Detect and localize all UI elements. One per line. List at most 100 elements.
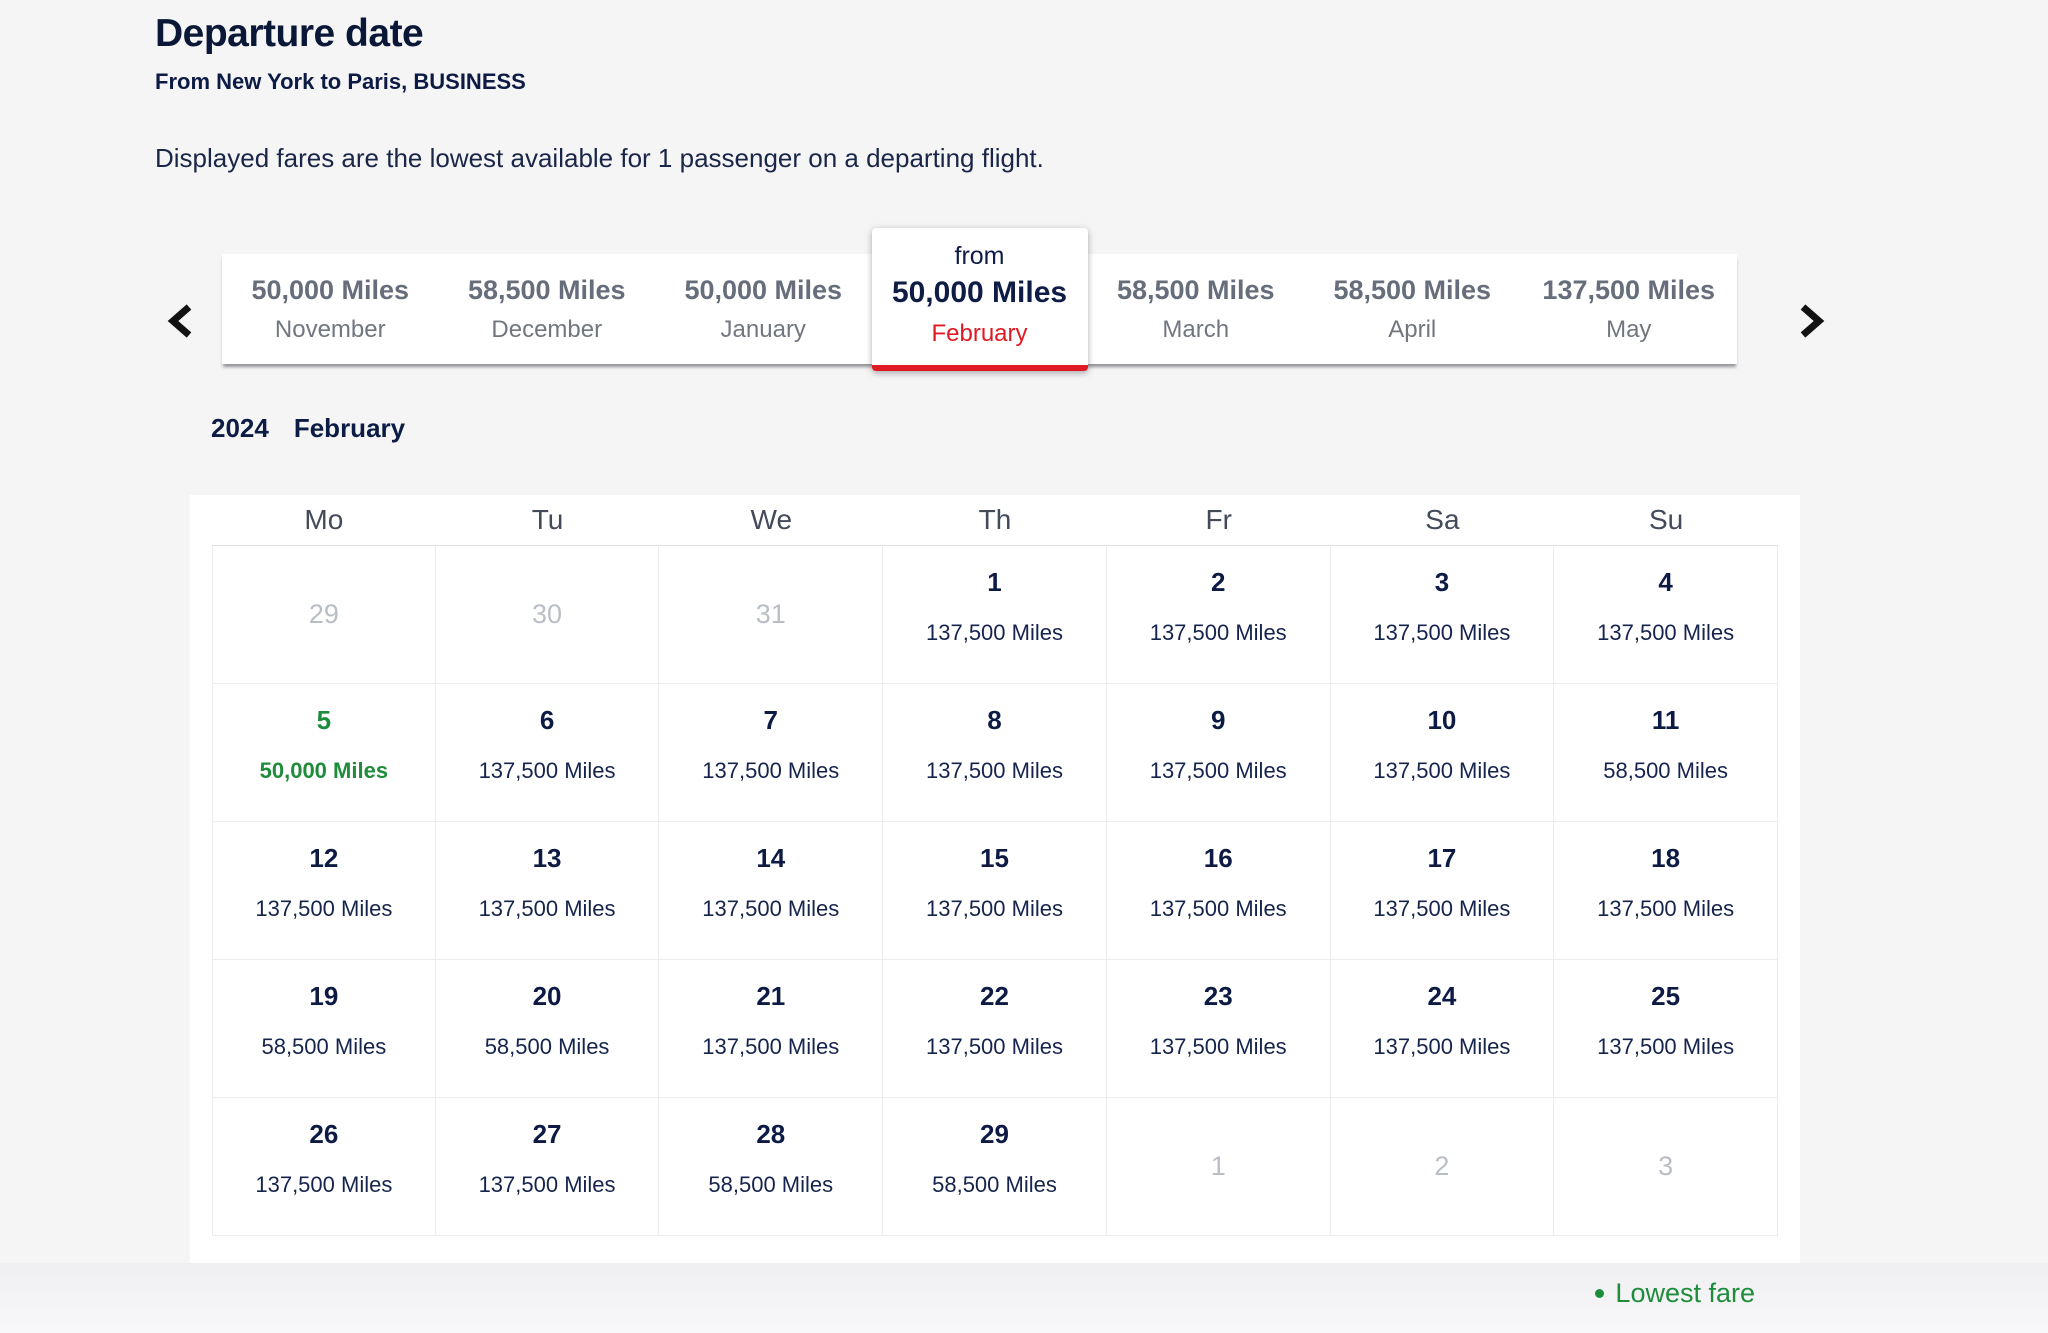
- day-cell[interactable]: 26 137,500 Miles: [212, 1098, 436, 1236]
- prev-month-button[interactable]: [156, 293, 204, 349]
- day-cell[interactable]: 23 137,500 Miles: [1106, 960, 1331, 1098]
- day-cell[interactable]: 4 137,500 Miles: [1554, 546, 1778, 684]
- day-number: 10: [1427, 705, 1457, 735]
- day-number: 19: [309, 981, 339, 1011]
- day-fare-label: 137,500 Miles: [702, 896, 840, 921]
- day-cell: 29: [212, 546, 436, 684]
- day-fare-label: 137,500 Miles: [702, 1034, 840, 1059]
- day-number: 21: [756, 981, 786, 1011]
- day-number: 8: [987, 705, 1002, 735]
- month-tab-april[interactable]: 58,500 Miles April: [1304, 254, 1521, 364]
- month-tab-december[interactable]: 58,500 Miles December: [439, 254, 656, 364]
- day-cell[interactable]: 29 58,500 Miles: [883, 1098, 1107, 1236]
- day-cell[interactable]: 24 137,500 Miles: [1330, 960, 1555, 1098]
- day-cell[interactable]: 14 137,500 Miles: [659, 822, 884, 960]
- month-fare-line: 137,500 Miles: [1542, 275, 1715, 306]
- day-number: 2: [1210, 567, 1226, 597]
- day-cell[interactable]: 25 137,500 Miles: [1554, 960, 1778, 1098]
- day-cell[interactable]: 28 58,500 Miles: [659, 1098, 884, 1236]
- day-number: 22: [980, 981, 1009, 1011]
- month-name: April: [1388, 315, 1437, 343]
- day-cell[interactable]: 19 58,500 Miles: [212, 960, 436, 1098]
- month-tab-january[interactable]: 50,000 Miles January: [655, 254, 872, 364]
- day-number: 13: [532, 843, 562, 873]
- lowest-fare-dot-icon: [1595, 1289, 1605, 1298]
- month-price: 58,500 Miles: [1333, 274, 1492, 305]
- day-cell[interactable]: 5 50,000 Miles: [212, 684, 436, 822]
- day-number: 26: [309, 1119, 339, 1149]
- day-cell[interactable]: 15 137,500 Miles: [883, 822, 1107, 960]
- day-cell: 30: [435, 546, 660, 684]
- day-number: 4: [1658, 567, 1673, 597]
- month-name: December: [491, 315, 603, 343]
- day-number: 27: [532, 1119, 562, 1149]
- day-cell[interactable]: 27 137,500 Miles: [435, 1098, 660, 1236]
- day-cell[interactable]: 21 137,500 Miles: [659, 960, 884, 1098]
- day-number: 29: [980, 1119, 1009, 1149]
- weekday-header: We: [750, 504, 793, 535]
- day-number: 17: [1427, 843, 1457, 873]
- chevron-right-icon: [1798, 304, 1826, 338]
- day-number: 28: [756, 1119, 786, 1149]
- day-cell[interactable]: 17 137,500 Miles: [1330, 822, 1555, 960]
- day-fare-label: 137,500 Miles: [1149, 1034, 1287, 1059]
- day-number: 31: [755, 599, 786, 629]
- day-fare-label: 58,500 Miles: [1603, 758, 1728, 783]
- day-fare-label: 137,500 Miles: [1597, 1034, 1735, 1059]
- next-month-button[interactable]: [1788, 293, 1836, 349]
- day-fare-label: 137,500 Miles: [1373, 620, 1511, 645]
- day-cell[interactable]: 11 58,500 Miles: [1554, 684, 1778, 822]
- day-fare-label: 58,500 Miles: [932, 1172, 1057, 1197]
- month-price: 58,500 Miles: [1116, 274, 1275, 305]
- day-number: 29: [308, 599, 339, 629]
- weekday-header-row: Mo Tu We Th Fr Sa Su: [212, 495, 1778, 545]
- day-cell[interactable]: 10 137,500 Miles: [1330, 684, 1555, 822]
- page-title: Departure date: [155, 12, 424, 55]
- month-name: May: [1606, 315, 1652, 343]
- day-cell[interactable]: 2 137,500 Miles: [1106, 546, 1331, 684]
- day-fare-label: 137,500 Miles: [1597, 896, 1735, 921]
- calendar-grid: 29 30 31 1 137,500 Miles 2 137,500 Miles…: [212, 545, 1778, 1236]
- day-cell[interactable]: 16 137,500 Miles: [1106, 822, 1331, 960]
- fare-disclaimer: Displayed fares are the lowest available…: [155, 143, 1044, 173]
- month-name: February: [931, 319, 1028, 347]
- day-cell[interactable]: 6 137,500 Miles: [435, 684, 660, 822]
- month-tab-march[interactable]: 58,500 Miles March: [1088, 254, 1305, 364]
- day-fare-label: 58,500 Miles: [708, 1172, 834, 1197]
- day-number: 1: [987, 567, 1002, 597]
- month-label: February: [293, 413, 406, 443]
- chevron-left-icon: [166, 304, 194, 338]
- day-cell[interactable]: 12 137,500 Miles: [212, 822, 436, 960]
- month-tab-may[interactable]: 137,500 Miles May: [1521, 254, 1738, 364]
- day-fare-label: 58,500 Miles: [261, 1034, 387, 1059]
- month-price: 50,000 Miles: [684, 274, 843, 305]
- day-fare-label: 137,500 Miles: [478, 1172, 616, 1197]
- day-fare-label: 137,500 Miles: [1597, 620, 1735, 645]
- month-name: November: [274, 315, 386, 343]
- month-fare-line: 58,500 Miles: [1333, 275, 1491, 306]
- day-fare-label: 137,500 Miles: [1373, 758, 1511, 783]
- day-cell[interactable]: 13 137,500 Miles: [435, 822, 660, 960]
- day-number: 9: [1210, 705, 1226, 735]
- day-cell[interactable]: 3 137,500 Miles: [1330, 546, 1555, 684]
- weekday-header: Su: [1649, 504, 1684, 535]
- day-cell[interactable]: 18 137,500 Miles: [1554, 822, 1778, 960]
- day-cell[interactable]: 1 137,500 Miles: [883, 546, 1107, 684]
- day-number: 7: [763, 705, 779, 735]
- weekday-header: Fr: [1205, 504, 1232, 535]
- month-tab-february[interactable]: from 50,000 Miles February: [871, 228, 1088, 371]
- day-cell[interactable]: 20 58,500 Miles: [435, 960, 660, 1098]
- day-cell[interactable]: 8 137,500 Miles: [883, 684, 1107, 822]
- footer-band: [0, 1263, 2048, 1333]
- month-tab-november[interactable]: 50,000 Miles November: [222, 254, 439, 364]
- legend-label: Lowest fare: [1615, 1278, 1755, 1308]
- day-fare-label: 137,500 Miles: [255, 1172, 393, 1197]
- day-fare-label: 137,500 Miles: [1149, 758, 1287, 783]
- month-fare-line: 50,000 Miles: [684, 275, 842, 306]
- day-cell[interactable]: 9 137,500 Miles: [1106, 684, 1331, 822]
- day-cell[interactable]: 7 137,500 Miles: [659, 684, 884, 822]
- day-cell[interactable]: 22 137,500 Miles: [883, 960, 1107, 1098]
- month-price: 50,000 Miles: [891, 275, 1068, 309]
- day-fare-label: 137,500 Miles: [1149, 620, 1287, 645]
- day-number: 24: [1427, 981, 1457, 1011]
